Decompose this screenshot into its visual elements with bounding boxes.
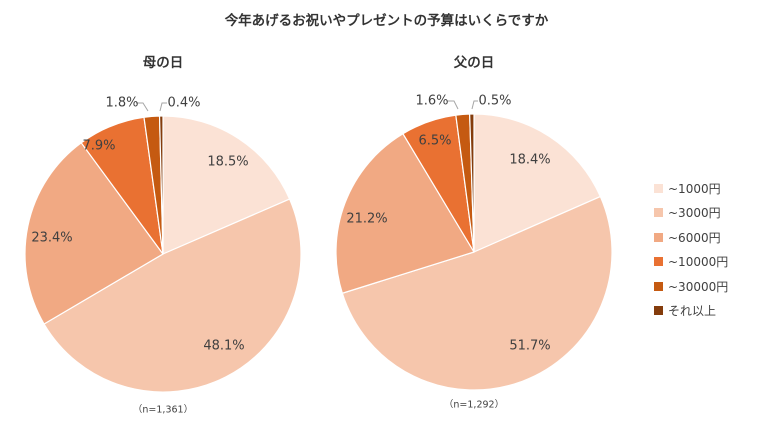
data-label: 51.7% — [509, 339, 550, 354]
data-label: 18.5% — [207, 155, 248, 170]
fathers-day-pie-title: 父の日 — [453, 55, 495, 71]
leader-line — [136, 102, 149, 112]
legend-label: それ以上 — [668, 304, 717, 319]
legend-swatch-icon — [654, 183, 663, 193]
data-label: 21.2% — [346, 212, 387, 227]
data-label: 7.9% — [82, 139, 115, 154]
data-label: 48.1% — [203, 339, 244, 354]
legend-item: ~10000円 — [654, 250, 728, 275]
pie-slice — [162, 115, 291, 255]
legend-swatch-icon — [654, 281, 663, 291]
legend-label: ~3000円 — [668, 206, 721, 221]
chart-title: 今年あげるお祝いやプレゼントの予算はいくらですか — [224, 13, 549, 29]
leader-line — [159, 102, 167, 112]
legend-swatch-icon — [654, 257, 663, 267]
pie-slice — [469, 113, 475, 253]
pie-slice — [43, 198, 302, 393]
pie-slice — [335, 133, 475, 294]
pie-slice — [341, 195, 613, 391]
data-label: 1.8% — [105, 96, 138, 111]
pie-slice — [158, 115, 164, 255]
legend-swatch-icon — [654, 306, 663, 316]
legend: ~1000円 ~3000円 ~6000円 ~10000円 ~30000円 それ以… — [654, 176, 728, 323]
legend-label: ~30000円 — [668, 279, 729, 294]
legend-item: ~1000円 — [654, 176, 728, 201]
sample-size-note: （n=1,361） — [133, 404, 193, 416]
mothers-day-pie-title: 母の日 — [142, 55, 184, 71]
legend-item: ~6000円 — [654, 225, 728, 250]
legend-swatch-icon — [654, 232, 663, 242]
data-label: 0.5% — [478, 94, 511, 109]
mothers-day-pie: 18.5% 48.1% 23.4% 7.9% 1.8% 0.4% （n=1,361） — [24, 96, 302, 416]
legend-label: ~1000円 — [668, 181, 721, 196]
legend-item: それ以上 — [654, 299, 728, 324]
legend-item: ~3000円 — [654, 201, 728, 226]
pie-slice — [24, 142, 164, 325]
legend-item: ~30000円 — [654, 274, 728, 299]
pie-slice — [473, 113, 601, 253]
leader-line — [447, 100, 459, 110]
legend-swatch-icon — [654, 208, 663, 218]
data-label: 23.4% — [31, 231, 72, 246]
data-label: 18.4% — [509, 153, 550, 168]
fathers-day-pie: 18.4% 51.7% 21.2% 6.5% 1.6% 0.5% （n=1,292） — [335, 94, 613, 411]
legend-label: ~6000円 — [668, 230, 721, 245]
data-label: 0.4% — [167, 96, 200, 111]
leader-line — [471, 100, 478, 110]
sample-size-note: （n=1,292） — [444, 399, 504, 411]
data-label: 1.6% — [415, 94, 448, 109]
legend-label: ~10000円 — [668, 255, 729, 270]
data-label: 6.5% — [418, 134, 451, 149]
